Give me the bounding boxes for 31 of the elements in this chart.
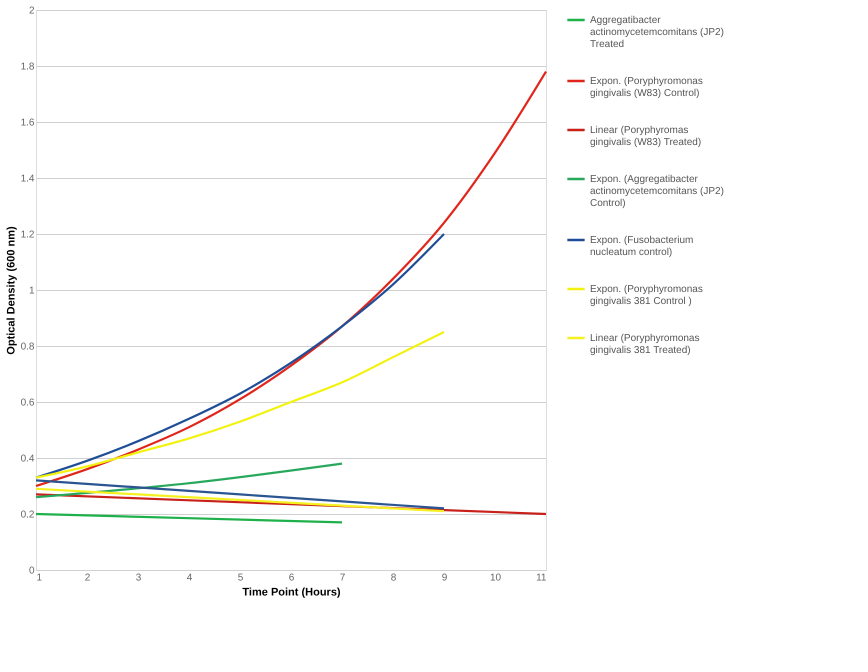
legend-label: Linear (Poryphyromonas gingivalis 381 Treated) [590,333,700,356]
x-axis-title: Time Point (Hours) [242,586,341,598]
y-tick-label: 0 [28,566,35,576]
x-tick-label: 3 [136,572,142,584]
y-tick-label: 1.4 [20,174,35,184]
legend-label: Expon. (Aggregatibacter actinomycetemcomitans (JP2) Control) [590,174,724,209]
legend-label: Aggregatibacter actinomycetemcomitans (JP2) Treated [590,15,724,50]
y-tick-label: 1 [28,286,35,296]
legend-label: Expon. (Fusobacterium nucleatum control) [590,235,694,258]
x-tick-label: 2 [84,572,91,584]
y-axis-title: Optical Density (600 nm) [6,226,18,355]
x-tick-label: 5 [238,572,244,584]
y-tick-label: 1.8 [20,62,35,72]
x-tick-label: 9 [442,572,448,584]
y-tick-label: 0.2 [20,510,35,520]
x-tick-label: 4 [186,572,193,584]
x-tick-label: 8 [390,572,397,584]
y-tick-label: 0.6 [20,398,35,408]
legend-label: Linear (Poryphyromas gingivalis (W83) Treated) [590,125,702,148]
x-tick-label: 6 [288,572,295,584]
y-tick-label: 1.6 [20,118,35,128]
x-tick-label: 11 [536,572,547,584]
legend-label: Expon. (Poryphyromonas gingivalis (W83) Control) [590,76,703,99]
y-tick-label: 0.8 [20,342,35,352]
x-tick-label: 1 [36,572,42,584]
legend-label: Expon. (Poryphyromonas gingivalis 381 Control ) [590,284,703,307]
y-tick-label: 2 [28,6,35,16]
y-tick-label: 1.2 [20,230,35,240]
x-tick-label: 10 [490,572,502,584]
y-tick-label: 0.4 [20,454,35,464]
x-tick-label: 7 [340,572,346,584]
